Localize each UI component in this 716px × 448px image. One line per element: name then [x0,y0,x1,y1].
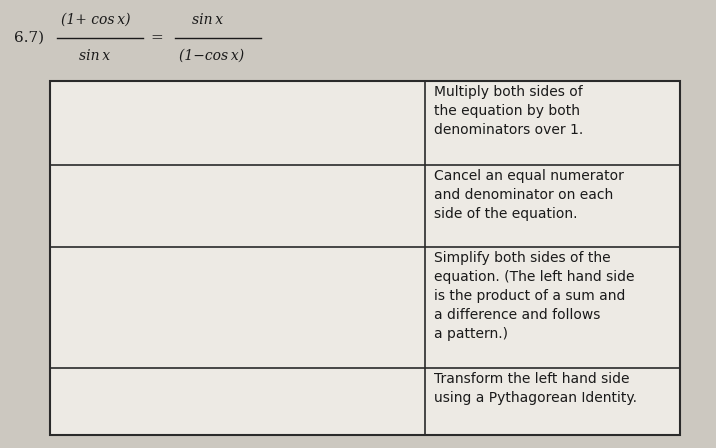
Bar [50,81,680,435]
Text: =: = [150,31,163,45]
Text: (1−cos x): (1−cos x) [179,49,244,63]
Text: Simplify both sides of the
equation. (The left hand side
is the product of a sum: Simplify both sides of the equation. (Th… [434,251,634,341]
Text: 6.7): 6.7) [14,31,44,45]
Text: (1+ cos x): (1+ cos x) [61,13,130,27]
Text: Transform the left hand side
using a Pythagorean Identity.: Transform the left hand side using a Pyt… [434,372,637,405]
Text: Cancel an equal numerator
and denominator on each
side of the equation.: Cancel an equal numerator and denominato… [434,169,624,221]
Text: sin x: sin x [192,13,223,27]
Text: Multiply both sides of
the equation by both
denominators over 1.: Multiply both sides of the equation by b… [434,85,583,137]
Text: sin x: sin x [79,49,110,63]
